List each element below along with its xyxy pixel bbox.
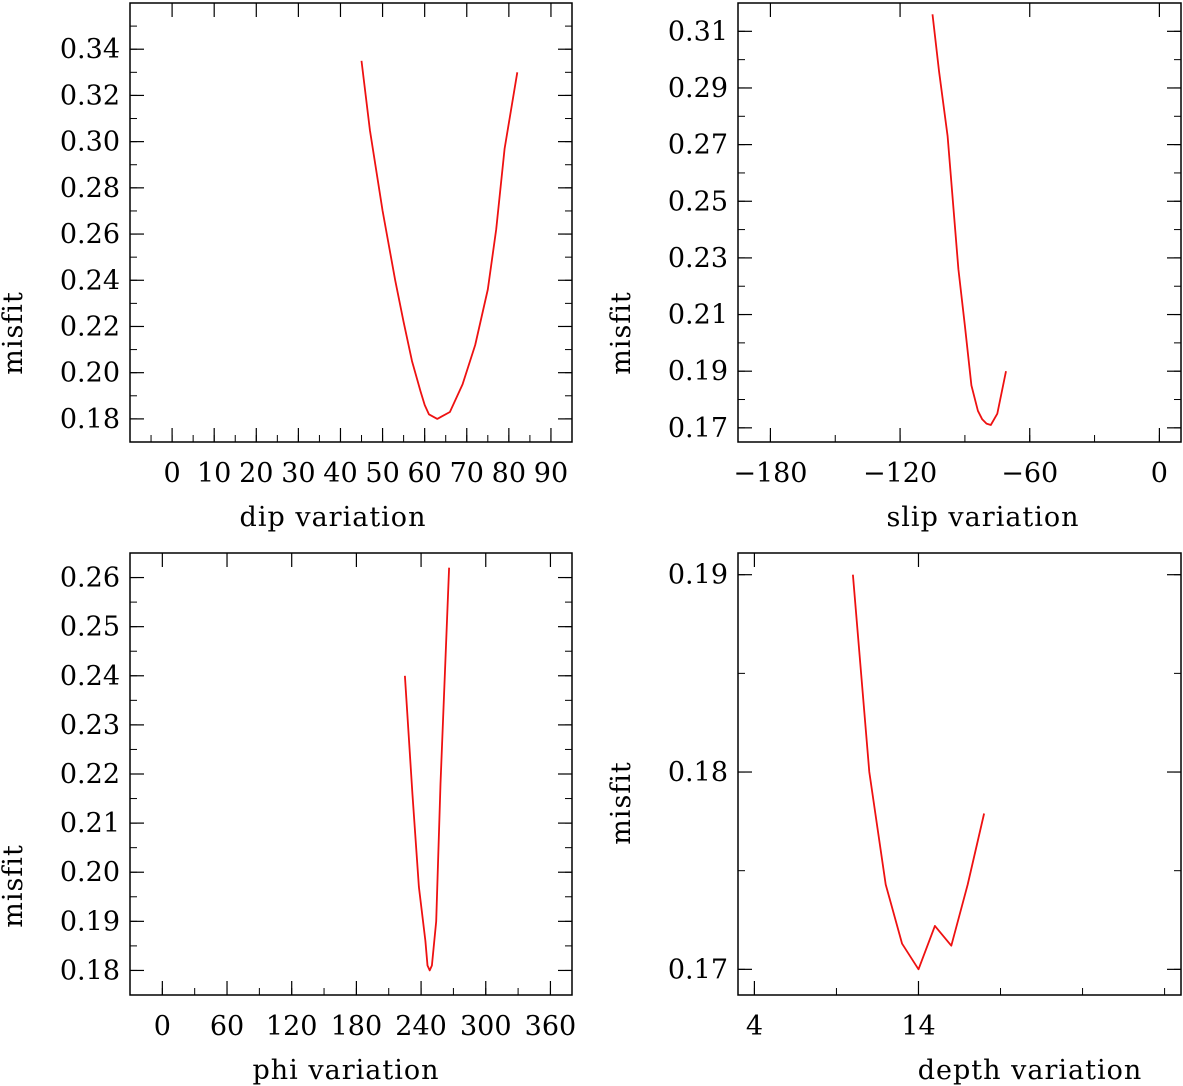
x-tick-label: 90 [534, 458, 568, 489]
plot-frame [129, 552, 573, 996]
series-line-phi [404, 567, 450, 972]
x-axis-label: depth variation [918, 1055, 1143, 1086]
y-tick-label: 0.23 [668, 243, 728, 274]
y-axis-label: misfit [606, 291, 637, 375]
y-tick-label: 0.22 [60, 759, 120, 790]
series-line-depth [852, 574, 985, 971]
x-tick-label: −60 [1001, 458, 1058, 489]
x-axis-label: phi variation [252, 1055, 439, 1086]
y-tick-label: 0.17 [668, 413, 728, 444]
y-tick-label: 0.24 [60, 661, 120, 692]
plot-4: 4 14 0.17 0.18 0.19 depth variation misfit [606, 552, 1182, 1086]
x-tick-label: 60 [210, 1011, 244, 1042]
x-tick-label: 0 [154, 1011, 171, 1042]
y-tick-label: 0.27 [668, 130, 728, 161]
y-tick-label: 0.21 [668, 300, 728, 331]
x-axis-label: dip variation [240, 502, 427, 533]
y-tick-label: 0.26 [60, 219, 120, 250]
y-tick-label: 0.21 [60, 808, 120, 839]
x-tick-label: 10 [197, 458, 231, 489]
y-tick-label: 0.32 [60, 80, 120, 111]
y-tick-label: 0.30 [60, 127, 120, 158]
x-tick-label: 0 [164, 458, 181, 489]
x-tick-label: 50 [365, 458, 399, 489]
y-tick-label: 0.20 [60, 358, 120, 389]
y-axis-label: misfit [606, 761, 637, 845]
plot-2: −180 −120 −60 0 0.17 0.19 0.21 0.23 0.25 0.27 0.29… [606, 2, 1182, 533]
y-tick-label: 0.31 [668, 16, 728, 47]
y-tick-label: 0.20 [60, 857, 120, 888]
plot-frame [737, 2, 1182, 443]
plot-3: 0 60 120 180 240 300 360 0.18 0.19 0.20 0.21 0.22 0.… [0, 552, 577, 1086]
y-tick-label: 0.26 [60, 563, 120, 594]
y-axis-label: misfit [0, 844, 29, 928]
y-tick-label: 0.28 [60, 173, 120, 204]
x-tick-label: 14 [901, 1011, 935, 1042]
x-tick-label: 120 [266, 1011, 318, 1042]
series-line-dip [360, 60, 519, 420]
y-tick-label: 0.25 [60, 612, 120, 643]
x-tick-label: 30 [281, 458, 315, 489]
y-tick-label: 0.24 [60, 265, 120, 296]
y-tick-label: 0.19 [60, 906, 120, 937]
y-tick-label: 0.18 [60, 404, 120, 435]
y-tick-label: 0.19 [668, 560, 728, 591]
x-tick-label: 180 [331, 1011, 383, 1042]
x-tick-label: 300 [460, 1011, 512, 1042]
y-tick-label: 0.34 [60, 34, 120, 65]
x-tick-label: 40 [323, 458, 357, 489]
x-tick-label: 60 [407, 458, 441, 489]
x-tick-label: 80 [492, 458, 526, 489]
x-tick-label: 360 [525, 1011, 577, 1042]
y-tick-label: 0.17 [668, 954, 728, 985]
y-tick-label: 0.19 [668, 356, 728, 387]
plot-1: 0 10 20 30 40 50 60 70 80 90 0.18 0.20 0.22 0.24 0.26 0… [0, 2, 573, 533]
x-tick-label: 70 [450, 458, 484, 489]
y-tick-label: 0.29 [668, 73, 728, 104]
plot-frame [129, 2, 573, 443]
x-tick-label: −120 [863, 458, 937, 489]
x-tick-label: 20 [239, 458, 273, 489]
y-tick-label: 0.23 [60, 710, 120, 741]
series-line-slip [931, 14, 1007, 426]
y-axis-label: misfit [0, 291, 29, 375]
y-tick-label: 0.25 [668, 186, 728, 217]
plot-frame [737, 552, 1182, 996]
x-tick-label: −180 [733, 458, 807, 489]
x-tick-label: 0 [1151, 458, 1168, 489]
y-tick-label: 0.18 [60, 955, 120, 986]
x-axis-label: slip variation [886, 502, 1079, 533]
x-tick-label: 240 [395, 1011, 447, 1042]
x-tick-label: 4 [746, 1011, 763, 1042]
y-tick-label: 0.22 [60, 311, 120, 342]
y-tick-label: 0.18 [668, 757, 728, 788]
